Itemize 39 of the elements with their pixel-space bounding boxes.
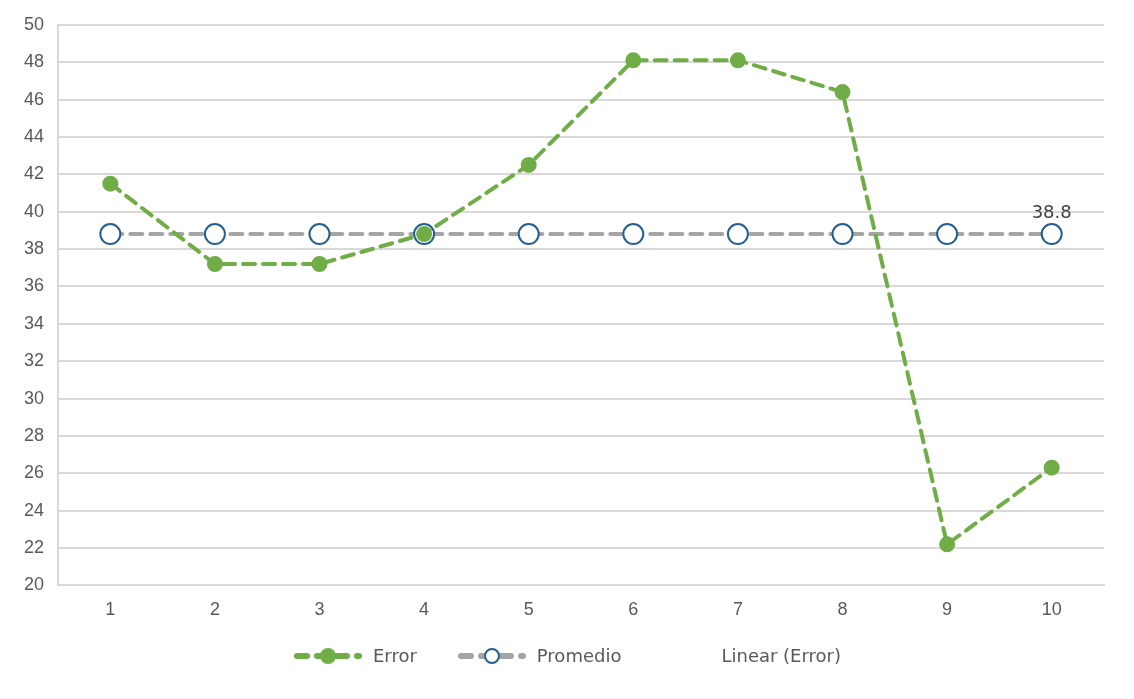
x-tick-label: 1 bbox=[105, 599, 116, 620]
x-tick-label: 2 bbox=[209, 599, 220, 620]
data-label: 38.8 bbox=[1031, 200, 1072, 222]
y-tick-label: 48 bbox=[23, 51, 45, 72]
y-tick-label: 34 bbox=[23, 312, 45, 333]
y-tick-label: 24 bbox=[23, 499, 45, 520]
y-tick-label: 28 bbox=[23, 424, 45, 445]
point bbox=[625, 52, 642, 69]
x-tick-label: 5 bbox=[523, 599, 534, 620]
y-tick-label: 46 bbox=[23, 88, 45, 109]
point bbox=[939, 536, 956, 553]
point bbox=[729, 52, 746, 69]
y-tick-label: 38 bbox=[23, 238, 45, 259]
y-tick-label: 32 bbox=[23, 350, 45, 371]
y-tick-label: 20 bbox=[23, 574, 45, 595]
x-tick-label: 7 bbox=[732, 599, 743, 620]
text: Linear (Error) bbox=[721, 645, 842, 666]
point bbox=[1043, 459, 1060, 476]
point bbox=[102, 175, 119, 192]
point bbox=[520, 156, 537, 173]
point bbox=[311, 255, 328, 272]
y-tick-label: 50 bbox=[23, 13, 45, 34]
x-tick-label: 4 bbox=[419, 599, 430, 620]
x-tick-label: 3 bbox=[314, 599, 325, 620]
legend-label: Error bbox=[372, 645, 417, 666]
x-tick-label: 9 bbox=[942, 599, 953, 620]
point bbox=[834, 84, 851, 101]
point bbox=[206, 255, 223, 272]
y-tick-label: 22 bbox=[23, 537, 45, 557]
y-tick-label: 44 bbox=[23, 125, 45, 146]
y-tick-label: 42 bbox=[23, 163, 45, 184]
y-tick-label: 40 bbox=[23, 200, 45, 221]
x-tick-label: 6 bbox=[628, 599, 639, 620]
x-tick-label: 10 bbox=[1041, 599, 1062, 620]
x-tick-label: 8 bbox=[837, 599, 848, 620]
y-tick-label: 36 bbox=[23, 275, 45, 296]
y-tick-label: 30 bbox=[23, 387, 45, 408]
legend-label: Promedio bbox=[536, 645, 622, 666]
y-tick-label: 26 bbox=[23, 462, 45, 483]
